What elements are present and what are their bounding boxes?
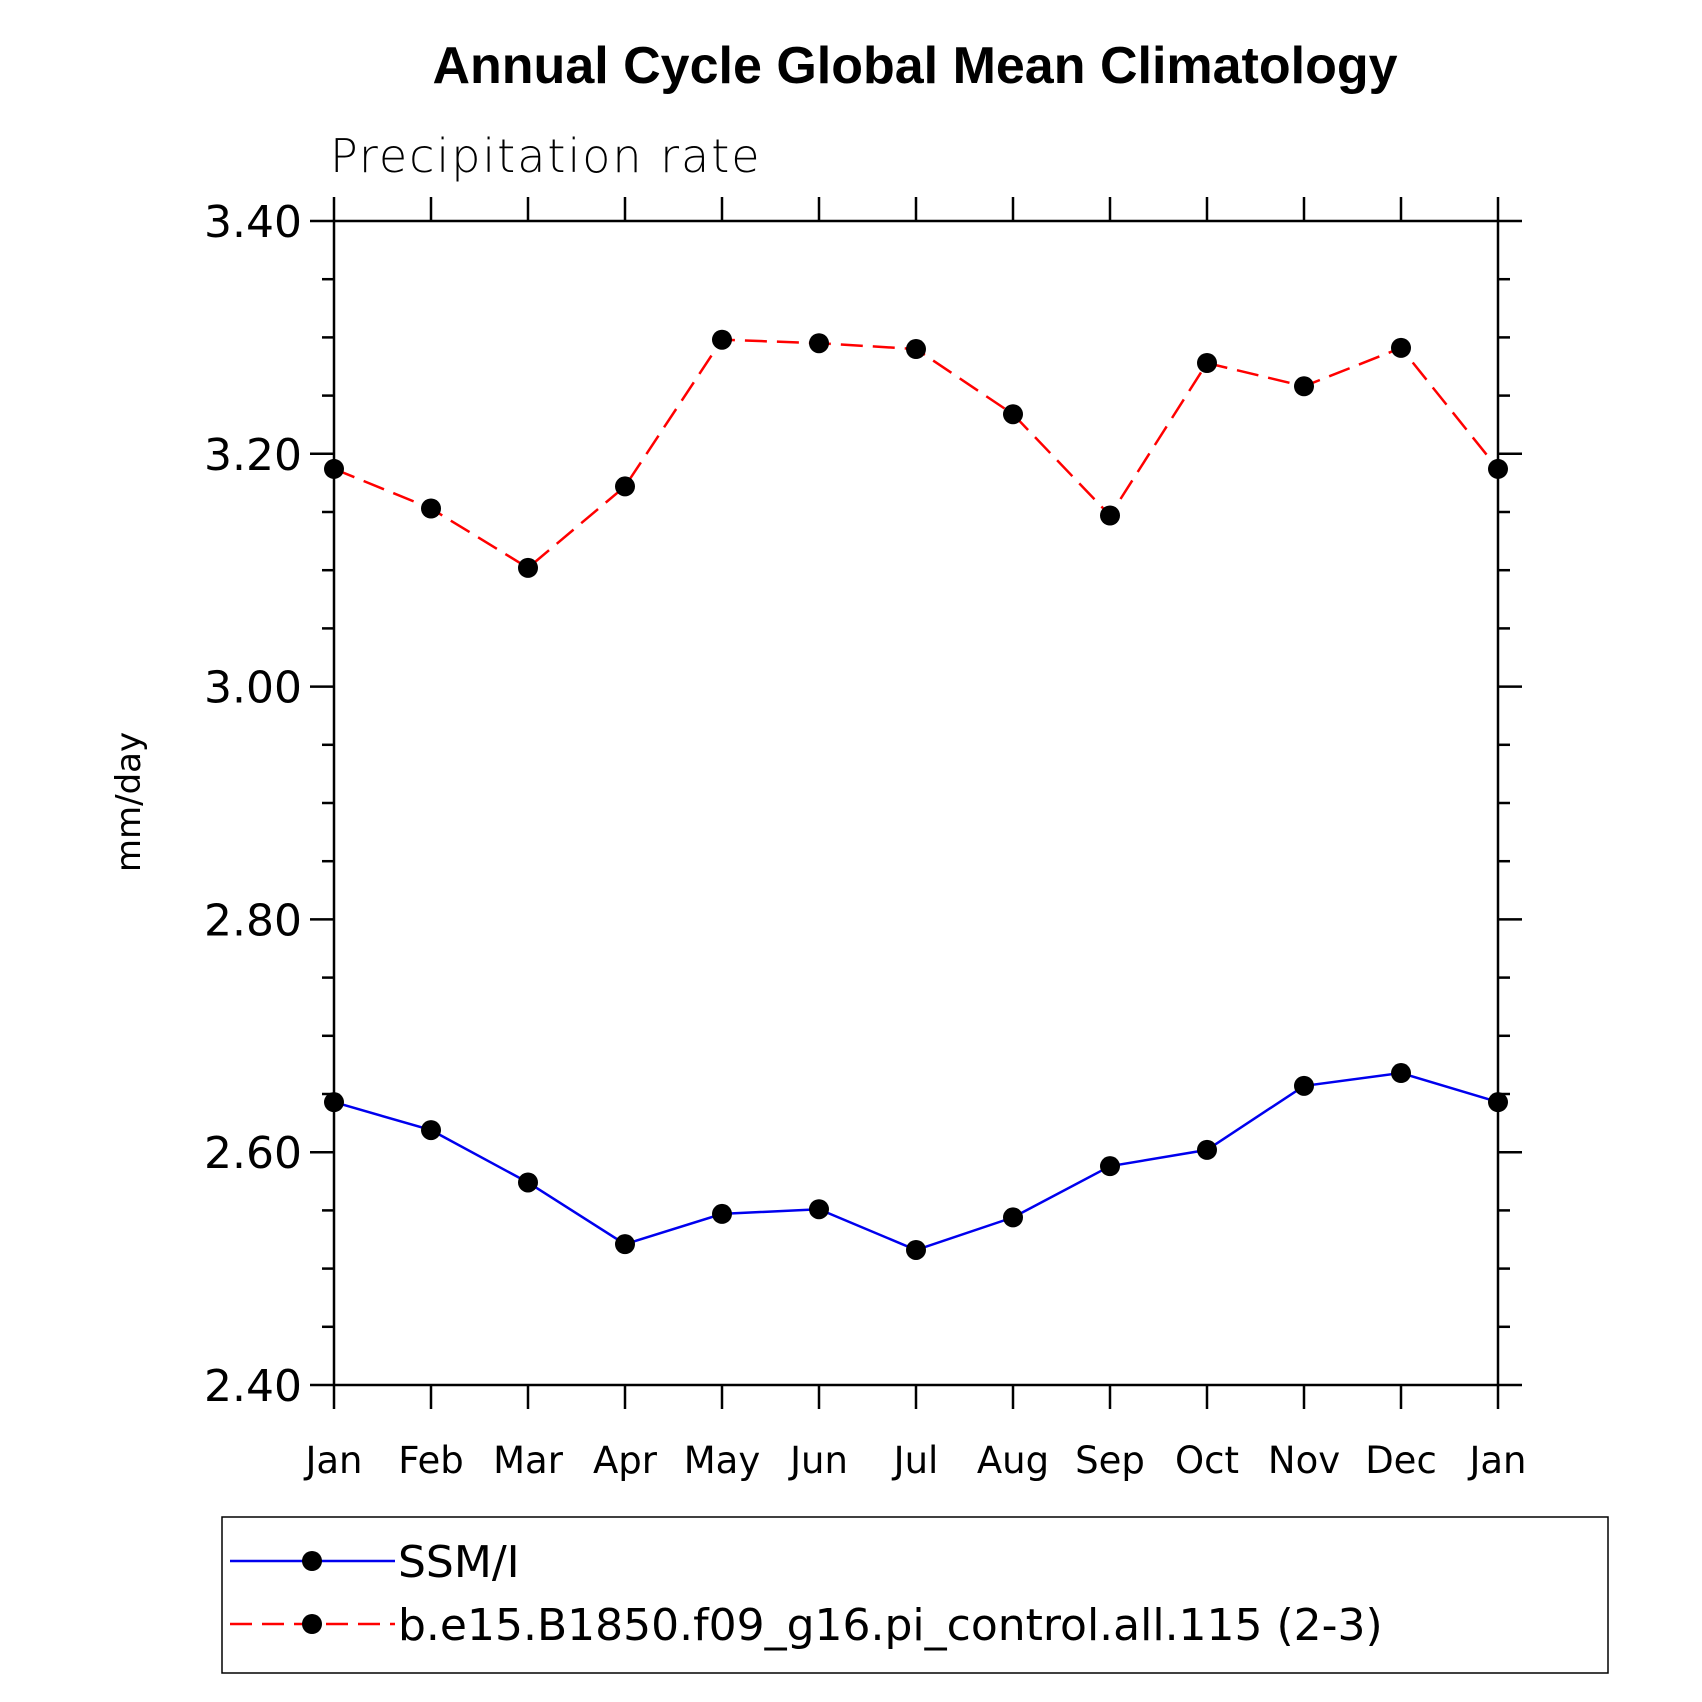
series-line <box>333 1071 1499 1252</box>
data-point <box>906 339 926 360</box>
legend-box <box>221 1516 1609 1674</box>
y-axis-label: mm/day <box>109 732 149 872</box>
x-tick-label: Dec <box>1365 1439 1437 1482</box>
data-point <box>421 1120 441 1141</box>
x-tick-labels: Jan Feb Mar Apr May Jun Jul Aug Sep Oct Nov Dec Jan <box>303 1439 1526 1482</box>
x-tick-label: Apr <box>593 1439 658 1482</box>
data-point <box>1100 1156 1120 1177</box>
series-1 <box>324 1063 1508 1260</box>
x-tick-label: Jan <box>1467 1439 1526 1482</box>
data-point <box>1003 404 1023 425</box>
data-point <box>906 1239 926 1260</box>
y-tick-label: 2.40 <box>204 1361 302 1412</box>
legend: SSM/I b.e15.B1850.f09_g16.pi_control.all.… <box>221 1516 1609 1674</box>
series-2 <box>324 329 1508 578</box>
legend-entries: SSM/I b.e15.B1850.f09_g16.pi_control.all.… <box>230 1537 1383 1651</box>
x-tick-label: Oct <box>1175 1439 1239 1482</box>
x-tick-label: Jun <box>788 1439 848 1482</box>
data-point <box>1488 458 1508 479</box>
data-point <box>615 476 635 497</box>
data-point <box>1391 1063 1411 1084</box>
data-point <box>1391 337 1411 358</box>
data-point <box>1488 1092 1508 1113</box>
legend-marker <box>302 1614 322 1634</box>
data-point <box>809 1199 829 1220</box>
axis-ticks <box>310 197 1522 1409</box>
x-tick-label: Feb <box>398 1439 464 1482</box>
data-point <box>1197 1139 1217 1160</box>
data-point <box>518 1172 538 1193</box>
y-tick-label: 2.60 <box>204 1128 302 1179</box>
legend-entry-1: SSM/I <box>230 1537 520 1588</box>
plot-frame <box>332 219 1500 1387</box>
x-tick-label: Jul <box>892 1439 939 1482</box>
data-point <box>712 1203 732 1224</box>
data-point <box>324 458 344 479</box>
chart-title: Annual Cycle Global Mean Climatology <box>432 37 1397 95</box>
legend-entry-2: b.e15.B1850.f09_g16.pi_control.all.115 (… <box>230 1600 1383 1651</box>
x-tick-label: Aug <box>977 1439 1049 1482</box>
legend-label: SSM/I <box>398 1537 520 1588</box>
data-point <box>1100 505 1120 526</box>
y-tick-label: 2.80 <box>204 895 302 946</box>
y-tick-label: 3.00 <box>204 663 302 714</box>
data-series <box>324 329 1508 1260</box>
legend-label: b.e15.B1850.f09_g16.pi_control.all.115 (… <box>398 1600 1383 1651</box>
data-point <box>1003 1207 1023 1228</box>
y-tick-label: 3.20 <box>204 430 302 481</box>
data-point <box>1294 376 1314 397</box>
y-tick-label: 3.40 <box>204 197 302 248</box>
y-tick-labels: 2.40 2.60 2.80 3.00 3.20 3.40 <box>204 197 302 1412</box>
x-tick-label: Jan <box>303 1439 362 1482</box>
x-tick-label: Sep <box>1075 1439 1145 1482</box>
data-point <box>712 329 732 350</box>
legend-marker <box>302 1551 322 1571</box>
data-point <box>518 557 538 578</box>
chart-subtitle: Precipitation rate <box>330 129 762 183</box>
data-point <box>324 1092 344 1113</box>
x-tick-label: May <box>684 1439 761 1482</box>
data-point <box>1294 1075 1314 1096</box>
data-point <box>421 498 441 519</box>
data-point <box>1197 353 1217 374</box>
x-tick-label: Nov <box>1268 1439 1340 1482</box>
data-point <box>809 333 829 354</box>
series-line <box>333 338 1499 570</box>
data-point <box>615 1234 635 1255</box>
x-tick-label: Mar <box>493 1439 564 1482</box>
